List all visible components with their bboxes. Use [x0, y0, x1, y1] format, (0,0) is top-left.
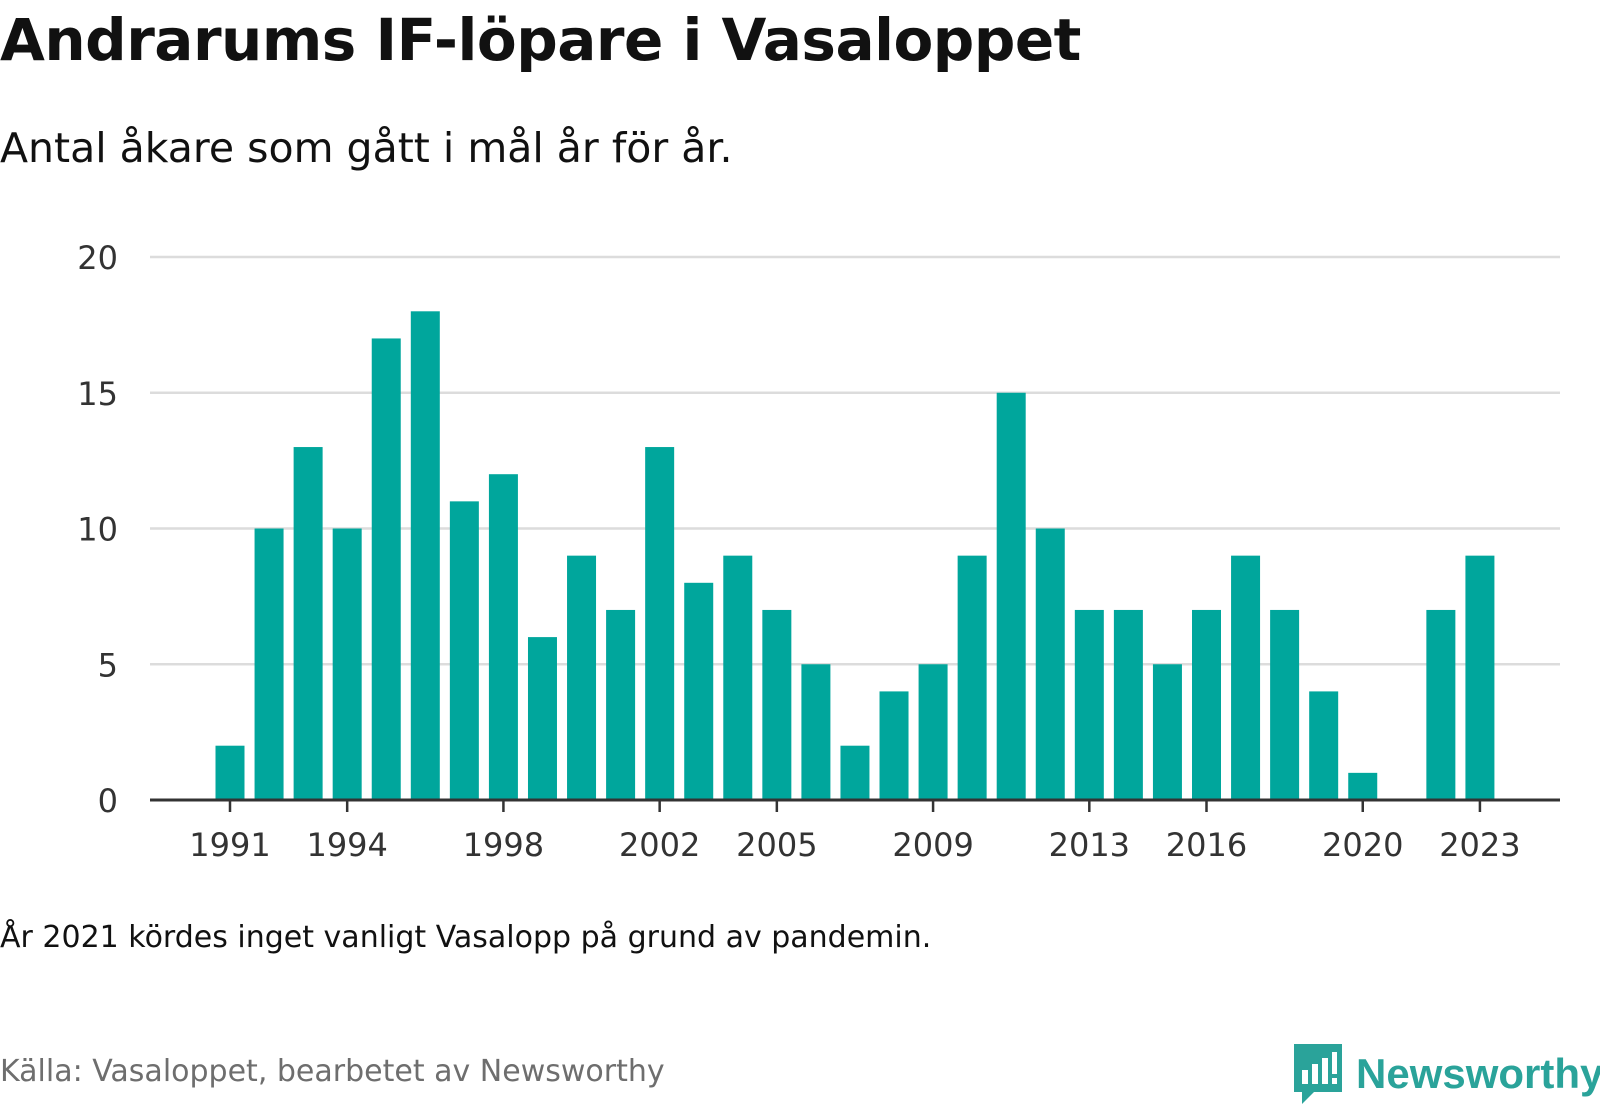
bar-2023 [1465, 555, 1495, 800]
bar-2000 [567, 555, 597, 800]
y-tick-label: 10 [77, 511, 118, 549]
brand-name: Newsworthy [1356, 1050, 1600, 1097]
bar-2004 [723, 555, 753, 800]
y-tick-label: 0 [98, 782, 118, 820]
newsworthy-logo: Newsworthy [1292, 1042, 1600, 1106]
bar-2018 [1270, 609, 1300, 800]
bar-2007 [840, 745, 870, 800]
x-tick-label: 2013 [1049, 826, 1130, 864]
x-tick-label: 1991 [189, 826, 270, 864]
x-tick-label: 1994 [306, 826, 387, 864]
x-tick-label: 2016 [1166, 826, 1247, 864]
bar-2017 [1231, 555, 1261, 800]
bar-2019 [1309, 691, 1339, 800]
bar-1996 [410, 311, 440, 800]
chart-subtitle: Antal åkare som gått i mål år för år. [0, 124, 733, 172]
bar-2015 [1152, 664, 1182, 800]
bar-2010 [957, 555, 987, 800]
bar-2020 [1348, 772, 1378, 800]
chart-title: Andrarums IF-löpare i Vasaloppet [0, 6, 1081, 74]
bar-1993 [293, 447, 323, 800]
y-tick-label: 20 [77, 239, 118, 277]
bar-1999 [527, 637, 557, 800]
bar-2003 [684, 582, 714, 800]
bar-1997 [449, 501, 479, 800]
bar-2012 [1035, 528, 1065, 800]
newsworthy-logo-icon [1294, 1044, 1342, 1104]
bar-2001 [606, 609, 636, 800]
bar-1995 [371, 338, 401, 800]
bar-2005 [762, 609, 792, 800]
bar-1994 [332, 528, 362, 800]
bar-2014 [1113, 609, 1143, 800]
y-tick-label: 15 [77, 375, 118, 413]
bar-2022 [1426, 609, 1456, 800]
bar-1991 [215, 745, 245, 800]
x-tick-label: 2002 [619, 826, 700, 864]
x-tick-label: 2005 [736, 826, 817, 864]
bar-1998 [488, 474, 518, 800]
bar-2016 [1192, 609, 1221, 800]
bar-2013 [1074, 609, 1104, 800]
bar-2011 [996, 392, 1026, 800]
x-tick-label: 2020 [1322, 826, 1403, 864]
x-tick-label: 1998 [463, 826, 544, 864]
x-tick-label: 2023 [1439, 826, 1520, 864]
bar-1992 [254, 528, 284, 800]
bar-2006 [801, 664, 831, 800]
bar-2002 [645, 447, 675, 800]
x-tick-label: 2009 [892, 826, 973, 864]
y-tick-label: 5 [98, 646, 118, 684]
bar-2009 [918, 664, 948, 800]
bar-2008 [879, 691, 909, 800]
source-credit: Källa: Vasaloppet, bearbetet av Newswort… [0, 1054, 665, 1089]
chart-note: År 2021 kördes inget vanligt Vasalopp på… [0, 920, 932, 955]
bar-chart: 0 5 10 15 20 1991 1994 1998 2002 2005 2009 2013 2016… [77, 239, 1560, 864]
